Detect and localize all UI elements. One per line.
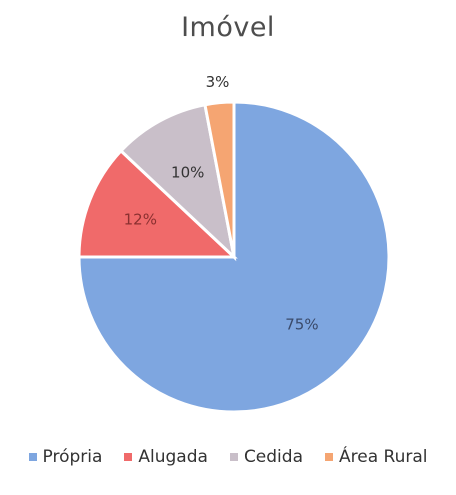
chart-title: Imóvel xyxy=(181,12,275,43)
legend-swatch xyxy=(28,453,37,461)
legend-label: Alugada xyxy=(138,447,208,467)
data-label-cedida: 10% xyxy=(171,163,204,181)
pie-chart: 75% 12% 10% 3% xyxy=(77,73,391,414)
legend-label: Área Rural xyxy=(339,447,428,467)
data-label--rea-rural: 3% xyxy=(206,73,230,91)
chart-legend: Própria Alugada Cedida Área Rural xyxy=(0,447,456,467)
legend-swatch xyxy=(325,453,333,461)
legend-swatch xyxy=(229,453,238,461)
legend-label: Cedida xyxy=(243,447,303,467)
data-label-alugada: 12% xyxy=(124,210,157,228)
legend-entry: Própria xyxy=(28,447,103,467)
legend-entry: Cedida xyxy=(229,447,303,467)
pie-slice-pr-pria xyxy=(77,100,391,414)
legend-entry: Alugada xyxy=(124,447,208,467)
data-label-pr-pria: 75% xyxy=(285,315,318,333)
legend-swatch xyxy=(124,453,133,461)
pie-slice-cedida xyxy=(118,102,237,262)
pie-slice-alugada xyxy=(77,148,238,259)
pie-slice--rea-rural xyxy=(203,100,236,258)
legend-label: Própria xyxy=(42,447,103,467)
legend-entry: Área Rural xyxy=(325,447,427,467)
